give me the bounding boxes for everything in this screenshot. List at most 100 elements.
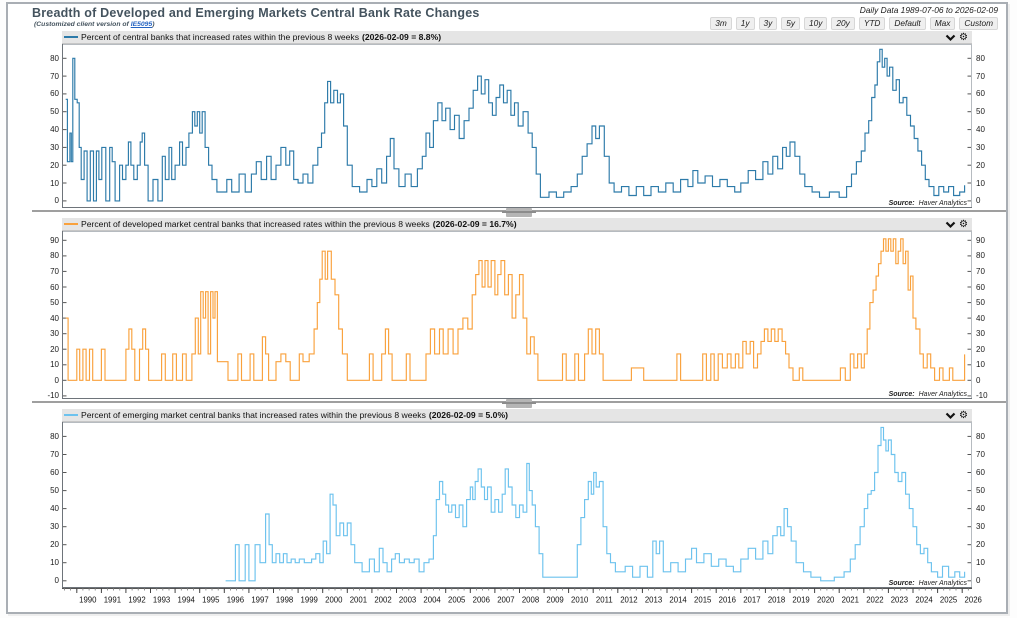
x-tick-label: 2017 bbox=[743, 596, 760, 605]
y-tick-label: 10 bbox=[50, 178, 59, 188]
legend-label: Percent of developed market central bank… bbox=[81, 219, 430, 229]
page-subtitle: (Customized client version of IE5095) bbox=[34, 21, 155, 28]
x-tick-label: 1994 bbox=[178, 596, 196, 605]
x-axis-ticks: 1990 1991 1992 1993 1994 1995 1996 1997 1998 1999… bbox=[62, 588, 982, 605]
panel-emerging-markets: 0 10 20 30 40 50 60 70 80 Percent of emerging ma… bbox=[32, 409, 1006, 588]
x-tick-label: 2011 bbox=[596, 596, 613, 605]
range-button-1y[interactable]: 1y bbox=[735, 17, 755, 30]
source-attribution: Source: Haver Analytics bbox=[889, 391, 967, 398]
y-tick-label: 20 bbox=[50, 540, 59, 550]
chevron-down-icon[interactable] bbox=[945, 33, 956, 42]
chevron-down-icon[interactable] bbox=[945, 411, 956, 420]
y-tick-label: 80 bbox=[50, 53, 59, 63]
y-tick-label: 70 bbox=[50, 450, 59, 459]
x-tick-label: 2002 bbox=[374, 596, 391, 605]
y-axis-labels-right: 0 10 20 30 40 50 60 70 80 bbox=[972, 31, 1006, 208]
x-tick-label: 2018 bbox=[768, 596, 785, 605]
series-line bbox=[65, 238, 966, 381]
x-tick-label: 2025 bbox=[940, 596, 958, 605]
y-tick-label: 60 bbox=[976, 89, 985, 99]
range-button-5y[interactable]: 5y bbox=[781, 17, 801, 30]
series-line bbox=[65, 48, 966, 202]
y-tick-label: 10 bbox=[976, 558, 985, 568]
legend-label: Percent of central banks that increased … bbox=[81, 32, 360, 42]
y-tick-label: 90 bbox=[976, 235, 985, 245]
y-tick-label: 20 bbox=[50, 344, 59, 354]
y-tick-label: 40 bbox=[50, 504, 59, 514]
x-tick-label: 1990 bbox=[79, 596, 97, 605]
y-tick-label: -10 bbox=[47, 391, 59, 401]
source-prefix: Source: bbox=[888, 391, 915, 398]
y-axis-labels-right: 0 10 20 30 40 50 60 70 80 bbox=[972, 409, 1006, 588]
app-window: Breadth of Developed and Emerging Market… bbox=[6, 2, 1008, 614]
y-tick-label: 60 bbox=[976, 282, 985, 292]
x-tick-label: 2019 bbox=[792, 596, 809, 605]
range-button-default[interactable]: Default bbox=[889, 17, 926, 30]
panel-splitter[interactable] bbox=[32, 399, 1006, 409]
panel-splitter[interactable] bbox=[32, 208, 1006, 218]
series-id-link[interactable]: IE5095 bbox=[130, 21, 153, 28]
y-tick-label: 0 bbox=[54, 375, 59, 385]
settings-gear-icon[interactable]: ⚙ bbox=[959, 31, 968, 43]
legend-current-value: (2026-02-09 = 5.0%) bbox=[428, 410, 508, 420]
y-tick-label: 20 bbox=[976, 540, 985, 550]
x-tick-label: 2022 bbox=[866, 596, 883, 605]
legend-line-swatch bbox=[64, 223, 78, 225]
subtitle-prefix: (Customized client version of bbox=[34, 21, 131, 28]
settings-gear-icon[interactable]: ⚙ bbox=[959, 409, 968, 421]
range-button-3y[interactable]: 3y bbox=[758, 17, 778, 30]
settings-gear-icon[interactable]: ⚙ bbox=[959, 218, 968, 230]
subtitle-suffix: ) bbox=[152, 21, 155, 28]
y-tick-label: 70 bbox=[50, 266, 59, 276]
x-tick-label: 2026 bbox=[965, 596, 982, 605]
y-tick-label: 70 bbox=[976, 266, 985, 276]
y-tick-label: 80 bbox=[50, 251, 59, 261]
x-tick-label: 1999 bbox=[301, 596, 318, 605]
y-tick-label: 80 bbox=[976, 251, 985, 261]
range-button-custom[interactable]: Custom bbox=[959, 17, 998, 30]
x-tick-label: 2021 bbox=[842, 596, 859, 605]
range-button-10y[interactable]: 10y bbox=[804, 17, 828, 30]
chart-plot-area[interactable] bbox=[62, 44, 972, 208]
legend-bar: Percent of developed market central bank… bbox=[62, 218, 972, 231]
x-tick-label: 2023 bbox=[891, 596, 908, 605]
y-tick-label: 30 bbox=[50, 329, 59, 339]
header: Breadth of Developed and Emerging Market… bbox=[8, 4, 1006, 31]
y-tick-label: 0 bbox=[976, 576, 981, 586]
source-attribution: Source: Haver Analytics bbox=[889, 200, 967, 207]
splitter-grip-icon[interactable] bbox=[502, 399, 536, 408]
date-range-label: Daily Data 1989-07-06 to 2026-02-09 bbox=[859, 5, 998, 15]
y-tick-label: 70 bbox=[50, 71, 59, 81]
y-tick-label: 70 bbox=[976, 450, 985, 459]
y-tick-label: 40 bbox=[976, 125, 985, 135]
y-tick-label: 40 bbox=[50, 313, 59, 323]
y-tick-label: 40 bbox=[976, 504, 985, 514]
x-tick-label: 2010 bbox=[571, 596, 589, 605]
legend-bar: Percent of central banks that increased … bbox=[62, 31, 972, 44]
x-tick-label: 2008 bbox=[522, 596, 539, 605]
chart-plot-area[interactable] bbox=[62, 231, 972, 399]
x-tick-label: 2007 bbox=[497, 596, 514, 605]
y-tick-label: 90 bbox=[50, 235, 59, 245]
y-tick-label: 30 bbox=[976, 142, 985, 152]
charts-container: 0 10 20 30 40 50 60 70 80 Percent of central ban… bbox=[32, 31, 1006, 609]
x-tick-label: 2016 bbox=[719, 596, 736, 605]
legend-bar: Percent of emerging market central banks… bbox=[62, 409, 972, 422]
range-button-ytd[interactable]: YTD bbox=[858, 17, 886, 30]
source-text: Haver Analytics bbox=[918, 580, 967, 587]
chart-plot-area[interactable] bbox=[62, 422, 972, 588]
range-button-max[interactable]: Max bbox=[929, 17, 956, 30]
y-tick-label: 0 bbox=[54, 576, 59, 586]
chevron-down-icon[interactable] bbox=[945, 220, 956, 229]
range-button-3m[interactable]: 3m bbox=[710, 17, 732, 30]
x-axis: 1990 1991 1992 1993 1994 1995 1996 1997 1998 1999… bbox=[32, 588, 1006, 609]
x-tick-label: 2024 bbox=[915, 596, 933, 605]
splitter-grip-icon[interactable] bbox=[502, 208, 536, 217]
y-axis-labels-right: -10 0 10 20 30 40 50 60 70 80 90 bbox=[972, 218, 1006, 401]
x-tick-label: 2013 bbox=[645, 596, 662, 605]
y-tick-label: 60 bbox=[50, 282, 59, 292]
x-tick-label: 2015 bbox=[694, 596, 712, 605]
x-tick-label: 2014 bbox=[669, 596, 687, 605]
x-tick-label: 1993 bbox=[153, 596, 170, 605]
range-button-20y[interactable]: 20y bbox=[831, 17, 855, 30]
